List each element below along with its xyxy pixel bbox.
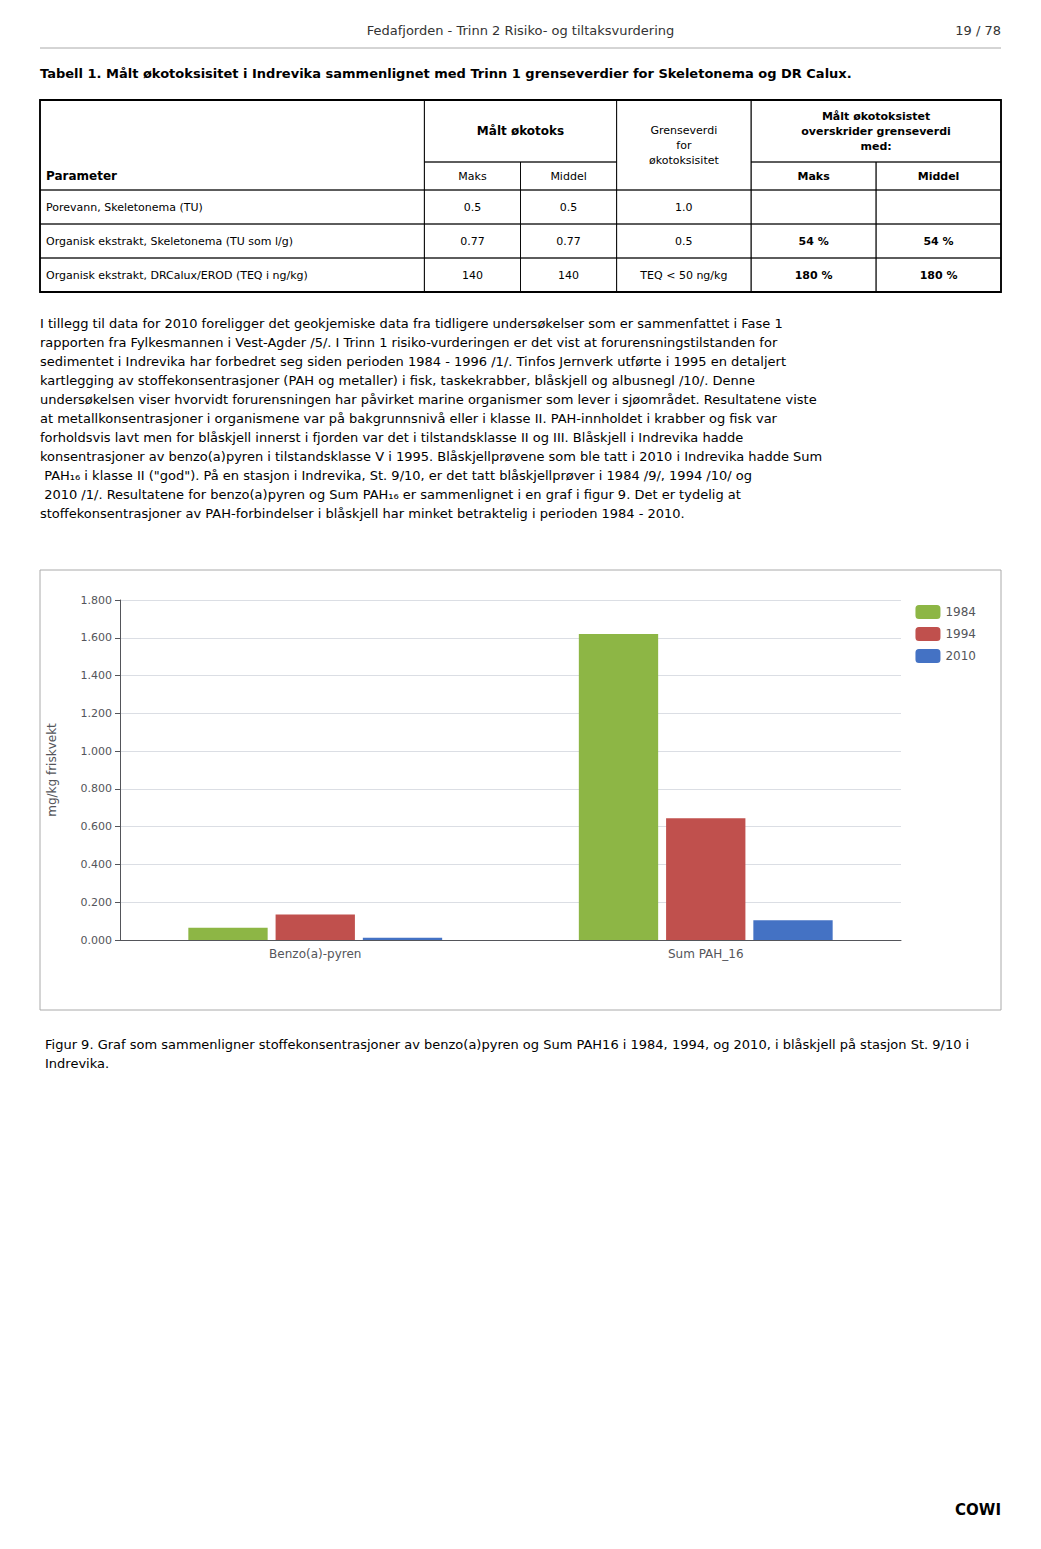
svg-text:180 %: 180 %	[795, 269, 833, 282]
svg-text:Tabell 1. Målt økotoksisitet i: Tabell 1. Målt økotoksisitet i Indrevika…	[40, 66, 852, 81]
svg-text:1.0: 1.0	[675, 201, 693, 214]
svg-text:forholdsvis lavt men for blåsk: forholdsvis lavt men for blåskjell inner…	[40, 430, 747, 445]
svg-text:stoffekonsentrasjoner av PAH-f: stoffekonsentrasjoner av PAH-forbindelse…	[40, 506, 685, 521]
svg-text:Middel: Middel	[918, 170, 960, 183]
svg-text:Målt økotoks: Målt økotoks	[477, 124, 564, 138]
svg-text:kartlegging av stoffekonsentra: kartlegging av stoffekonsentrasjoner (PA…	[40, 373, 759, 388]
svg-text:Parameter: Parameter	[46, 169, 117, 183]
svg-text:1.000: 1.000	[81, 745, 113, 758]
svg-text:med:: med:	[860, 140, 891, 153]
svg-text:2010: 2010	[945, 649, 976, 663]
svg-text:0.800: 0.800	[81, 782, 113, 795]
svg-text:0.200: 0.200	[81, 896, 113, 909]
svg-text:PAH₁₆ i klasse II ("god"). På: PAH₁₆ i klasse II ("god"). På en stasjon…	[40, 468, 752, 483]
svg-text:2010 /1/. Resultatene for benz: 2010 /1/. Resultatene for benzo(a)pyren …	[40, 487, 745, 502]
svg-text:0.5: 0.5	[464, 201, 482, 214]
svg-text:180 %: 180 %	[920, 269, 958, 282]
svg-text:Porevann, Skeletonema (TU): Porevann, Skeletonema (TU)	[46, 201, 203, 214]
svg-text:konsentrasjoner av benzo(a)pyr: konsentrasjoner av benzo(a)pyren i tilst…	[40, 449, 822, 464]
svg-text:overskrider grenseverdi: overskrider grenseverdi	[801, 125, 951, 138]
svg-text:0.5: 0.5	[560, 201, 578, 214]
svg-text:54 %: 54 %	[923, 235, 953, 248]
svg-text:COWI: COWI	[955, 1501, 1001, 1519]
svg-text:rapporten fra Fylkesmannen i V: rapporten fra Fylkesmannen i Vest-Agder …	[40, 335, 781, 350]
svg-text:økotoksisitet: økotoksisitet	[649, 154, 720, 167]
svg-text:TEQ < 50 ng/kg: TEQ < 50 ng/kg	[639, 269, 727, 282]
svg-text:1.200: 1.200	[81, 707, 113, 720]
svg-text:mg/kg friskvekt: mg/kg friskvekt	[45, 723, 59, 817]
svg-text:0.77: 0.77	[556, 235, 581, 248]
svg-text:Maks: Maks	[797, 170, 830, 183]
svg-text:19 / 78: 19 / 78	[955, 23, 1001, 38]
svg-text:Maks: Maks	[458, 170, 487, 183]
svg-text:0.600: 0.600	[81, 820, 113, 833]
svg-text:sedimentet i Indrevika har for: sedimentet i Indrevika har forbedret seg…	[40, 354, 790, 369]
svg-text:1.400: 1.400	[81, 669, 113, 682]
svg-text:140: 140	[462, 269, 483, 282]
svg-text:undersøkelsen viser hvorvidt f: undersøkelsen viser hvorvidt forurensnin…	[40, 392, 821, 407]
svg-text:54 %: 54 %	[799, 235, 829, 248]
svg-text:0.5: 0.5	[675, 235, 693, 248]
svg-text:0.77: 0.77	[460, 235, 485, 248]
svg-text:I tillegg til data for 2010 fo: I tillegg til data for 2010 foreligger d…	[40, 316, 787, 331]
svg-text:Organisk ekstrakt, DRCalux/ERO: Organisk ekstrakt, DRCalux/EROD (TEQ i n…	[46, 269, 308, 282]
svg-text:Benzo(a)-pyren: Benzo(a)-pyren	[269, 947, 361, 961]
svg-text:for: for	[676, 139, 692, 152]
svg-text:Målt økotoksistet: Målt økotoksistet	[822, 110, 930, 123]
svg-text:Figur 9. Graf som sammenligner: Figur 9. Graf som sammenligner stoffekon…	[45, 1037, 973, 1052]
svg-text:140: 140	[558, 269, 579, 282]
svg-text:1994: 1994	[945, 627, 976, 641]
svg-text:Organisk ekstrakt, Skeletonema: Organisk ekstrakt, Skeletonema (TU som l…	[46, 235, 293, 248]
svg-text:Middel: Middel	[550, 170, 586, 183]
svg-text:Sum PAH_16: Sum PAH_16	[668, 947, 744, 961]
svg-text:Grenseverdi: Grenseverdi	[651, 124, 718, 137]
svg-text:1.800: 1.800	[81, 594, 113, 607]
svg-text:at metallkonsentrasjoner i org: at metallkonsentrasjoner i organismene v…	[40, 411, 781, 426]
svg-text:Indrevika.: Indrevika.	[45, 1056, 109, 1071]
svg-text:1.600: 1.600	[81, 631, 113, 644]
svg-text:0.000: 0.000	[81, 934, 113, 947]
svg-text:0.400: 0.400	[81, 858, 113, 871]
svg-text:1984: 1984	[945, 605, 976, 619]
svg-text:Fedafjorden - Trinn 2 Risiko-: Fedafjorden - Trinn 2 Risiko- og tiltaks…	[367, 23, 675, 38]
